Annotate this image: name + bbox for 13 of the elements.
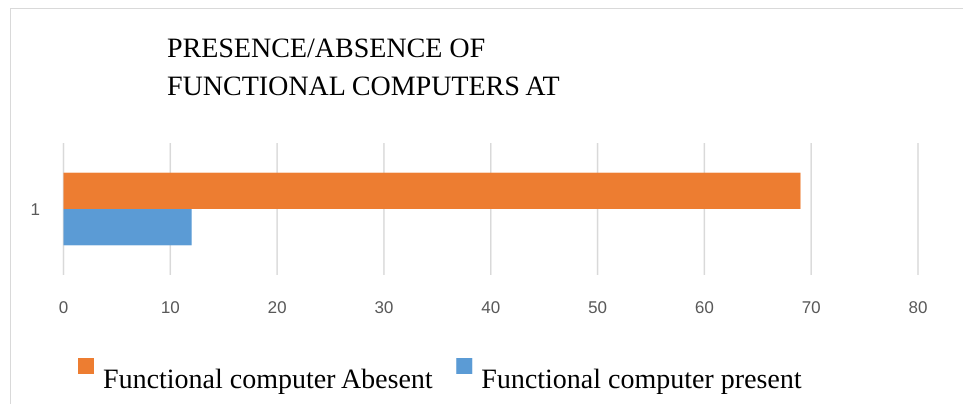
x-tick-label: 10 bbox=[160, 298, 180, 317]
x-tick-label: 0 bbox=[58, 298, 68, 317]
x-tick-label: 30 bbox=[374, 298, 394, 317]
x-tick-label: 20 bbox=[268, 298, 287, 317]
chart-title: PRESENCE/ABSENCE OF FUNCTIONAL COMPUTERS AT bbox=[167, 33, 560, 102]
x-tick-label: 70 bbox=[802, 298, 821, 317]
x-tick-label: 60 bbox=[694, 298, 714, 317]
x-tick-label: 80 bbox=[908, 298, 928, 317]
y-tick-label: 1 bbox=[30, 200, 40, 219]
x-tick-label: 40 bbox=[481, 298, 500, 317]
legend-label: Functional computer present bbox=[481, 364, 802, 395]
legend-label: Functional computer Abesent bbox=[103, 364, 433, 395]
x-tick-label: 50 bbox=[588, 298, 608, 317]
